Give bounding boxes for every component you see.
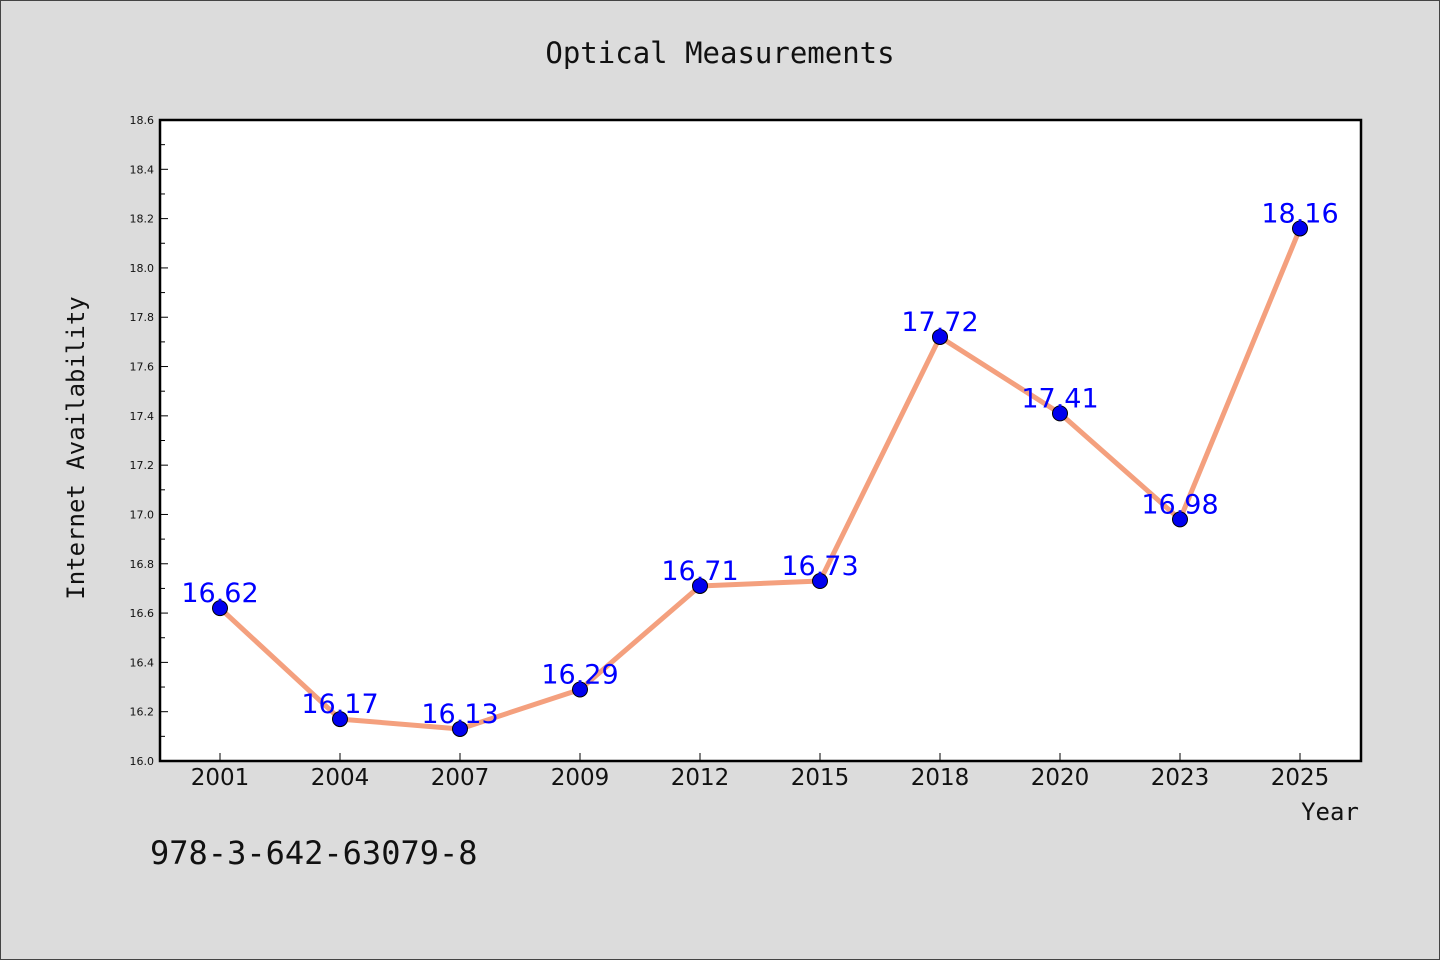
y-tick-label: 18.4 bbox=[130, 163, 155, 176]
y-tick-label: 16.2 bbox=[130, 706, 155, 719]
x-tick-label: 2004 bbox=[311, 765, 370, 791]
y-tick-label: 18.0 bbox=[130, 262, 155, 275]
x-tick-label: 2009 bbox=[551, 765, 610, 791]
data-label: 16.73 bbox=[781, 551, 858, 582]
data-labels-layer: 16.62 16.17 16.13 16.29 16.71 16.73 17.72 17.41… bbox=[181, 198, 1338, 729]
data-point bbox=[1172, 511, 1188, 528]
data-label: 17.72 bbox=[901, 307, 978, 338]
data-point bbox=[212, 600, 228, 617]
data-label: 16.13 bbox=[421, 699, 498, 730]
x-tick-label: 2020 bbox=[1031, 765, 1090, 791]
x-tick-label: 2015 bbox=[791, 765, 850, 791]
data-point bbox=[932, 328, 948, 345]
y-tick-label: 16.4 bbox=[130, 656, 155, 669]
data-point bbox=[332, 711, 348, 728]
data-label: 16.29 bbox=[541, 660, 618, 691]
y-tick-label: 17.4 bbox=[130, 410, 155, 423]
series-layer bbox=[212, 220, 1308, 737]
data-point bbox=[1292, 220, 1308, 237]
y-tick-label: 18.6 bbox=[130, 114, 155, 127]
data-label: 16.17 bbox=[301, 689, 378, 720]
series-line bbox=[217, 225, 1303, 732]
y-tick-label: 16.6 bbox=[130, 607, 155, 620]
isbn-text: 978-3-642-63079-8 bbox=[150, 834, 478, 872]
y-tick-label: 17.2 bbox=[130, 459, 155, 472]
y-tick-label: 16.8 bbox=[130, 558, 155, 571]
x-tick-label: 2018 bbox=[911, 765, 970, 791]
y-tick-label: 18.2 bbox=[130, 213, 155, 226]
data-label: 16.98 bbox=[1141, 489, 1218, 520]
data-label: 16.71 bbox=[661, 556, 738, 587]
y-axis-ticks: 16.0 16.2 16.4 16.6 16.8 17.0 17.2 17.4 17.6 17.8… bbox=[130, 114, 168, 768]
data-label: 16.62 bbox=[181, 578, 258, 609]
data-point bbox=[1052, 405, 1068, 422]
x-tick-label: 2012 bbox=[671, 765, 730, 791]
data-label: 17.41 bbox=[1021, 383, 1098, 414]
x-tick-label: 2001 bbox=[191, 765, 250, 791]
chart-title: Optical Measurements bbox=[545, 36, 894, 70]
y-tick-label: 17.0 bbox=[130, 508, 155, 521]
data-point bbox=[692, 577, 708, 594]
y-tick-label: 16.0 bbox=[130, 755, 155, 768]
y-axis-label: Internet Availability bbox=[62, 296, 90, 599]
x-tick-label: 2007 bbox=[431, 765, 490, 791]
y-tick-label: 17.6 bbox=[130, 361, 155, 374]
plot-area bbox=[158, 118, 1363, 763]
x-axis-ticks: 2001 2004 2007 2009 2012 2015 2018 2020 2023 2025 bbox=[191, 753, 1330, 791]
data-point bbox=[812, 573, 828, 590]
x-tick-label: 2023 bbox=[1151, 765, 1210, 791]
data-label: 18.16 bbox=[1261, 198, 1338, 229]
x-tick-label: 2025 bbox=[1271, 765, 1330, 791]
data-point bbox=[572, 681, 588, 698]
y-tick-label: 17.8 bbox=[130, 311, 155, 324]
x-axis-label: Year bbox=[1301, 798, 1359, 826]
data-point bbox=[452, 720, 468, 737]
